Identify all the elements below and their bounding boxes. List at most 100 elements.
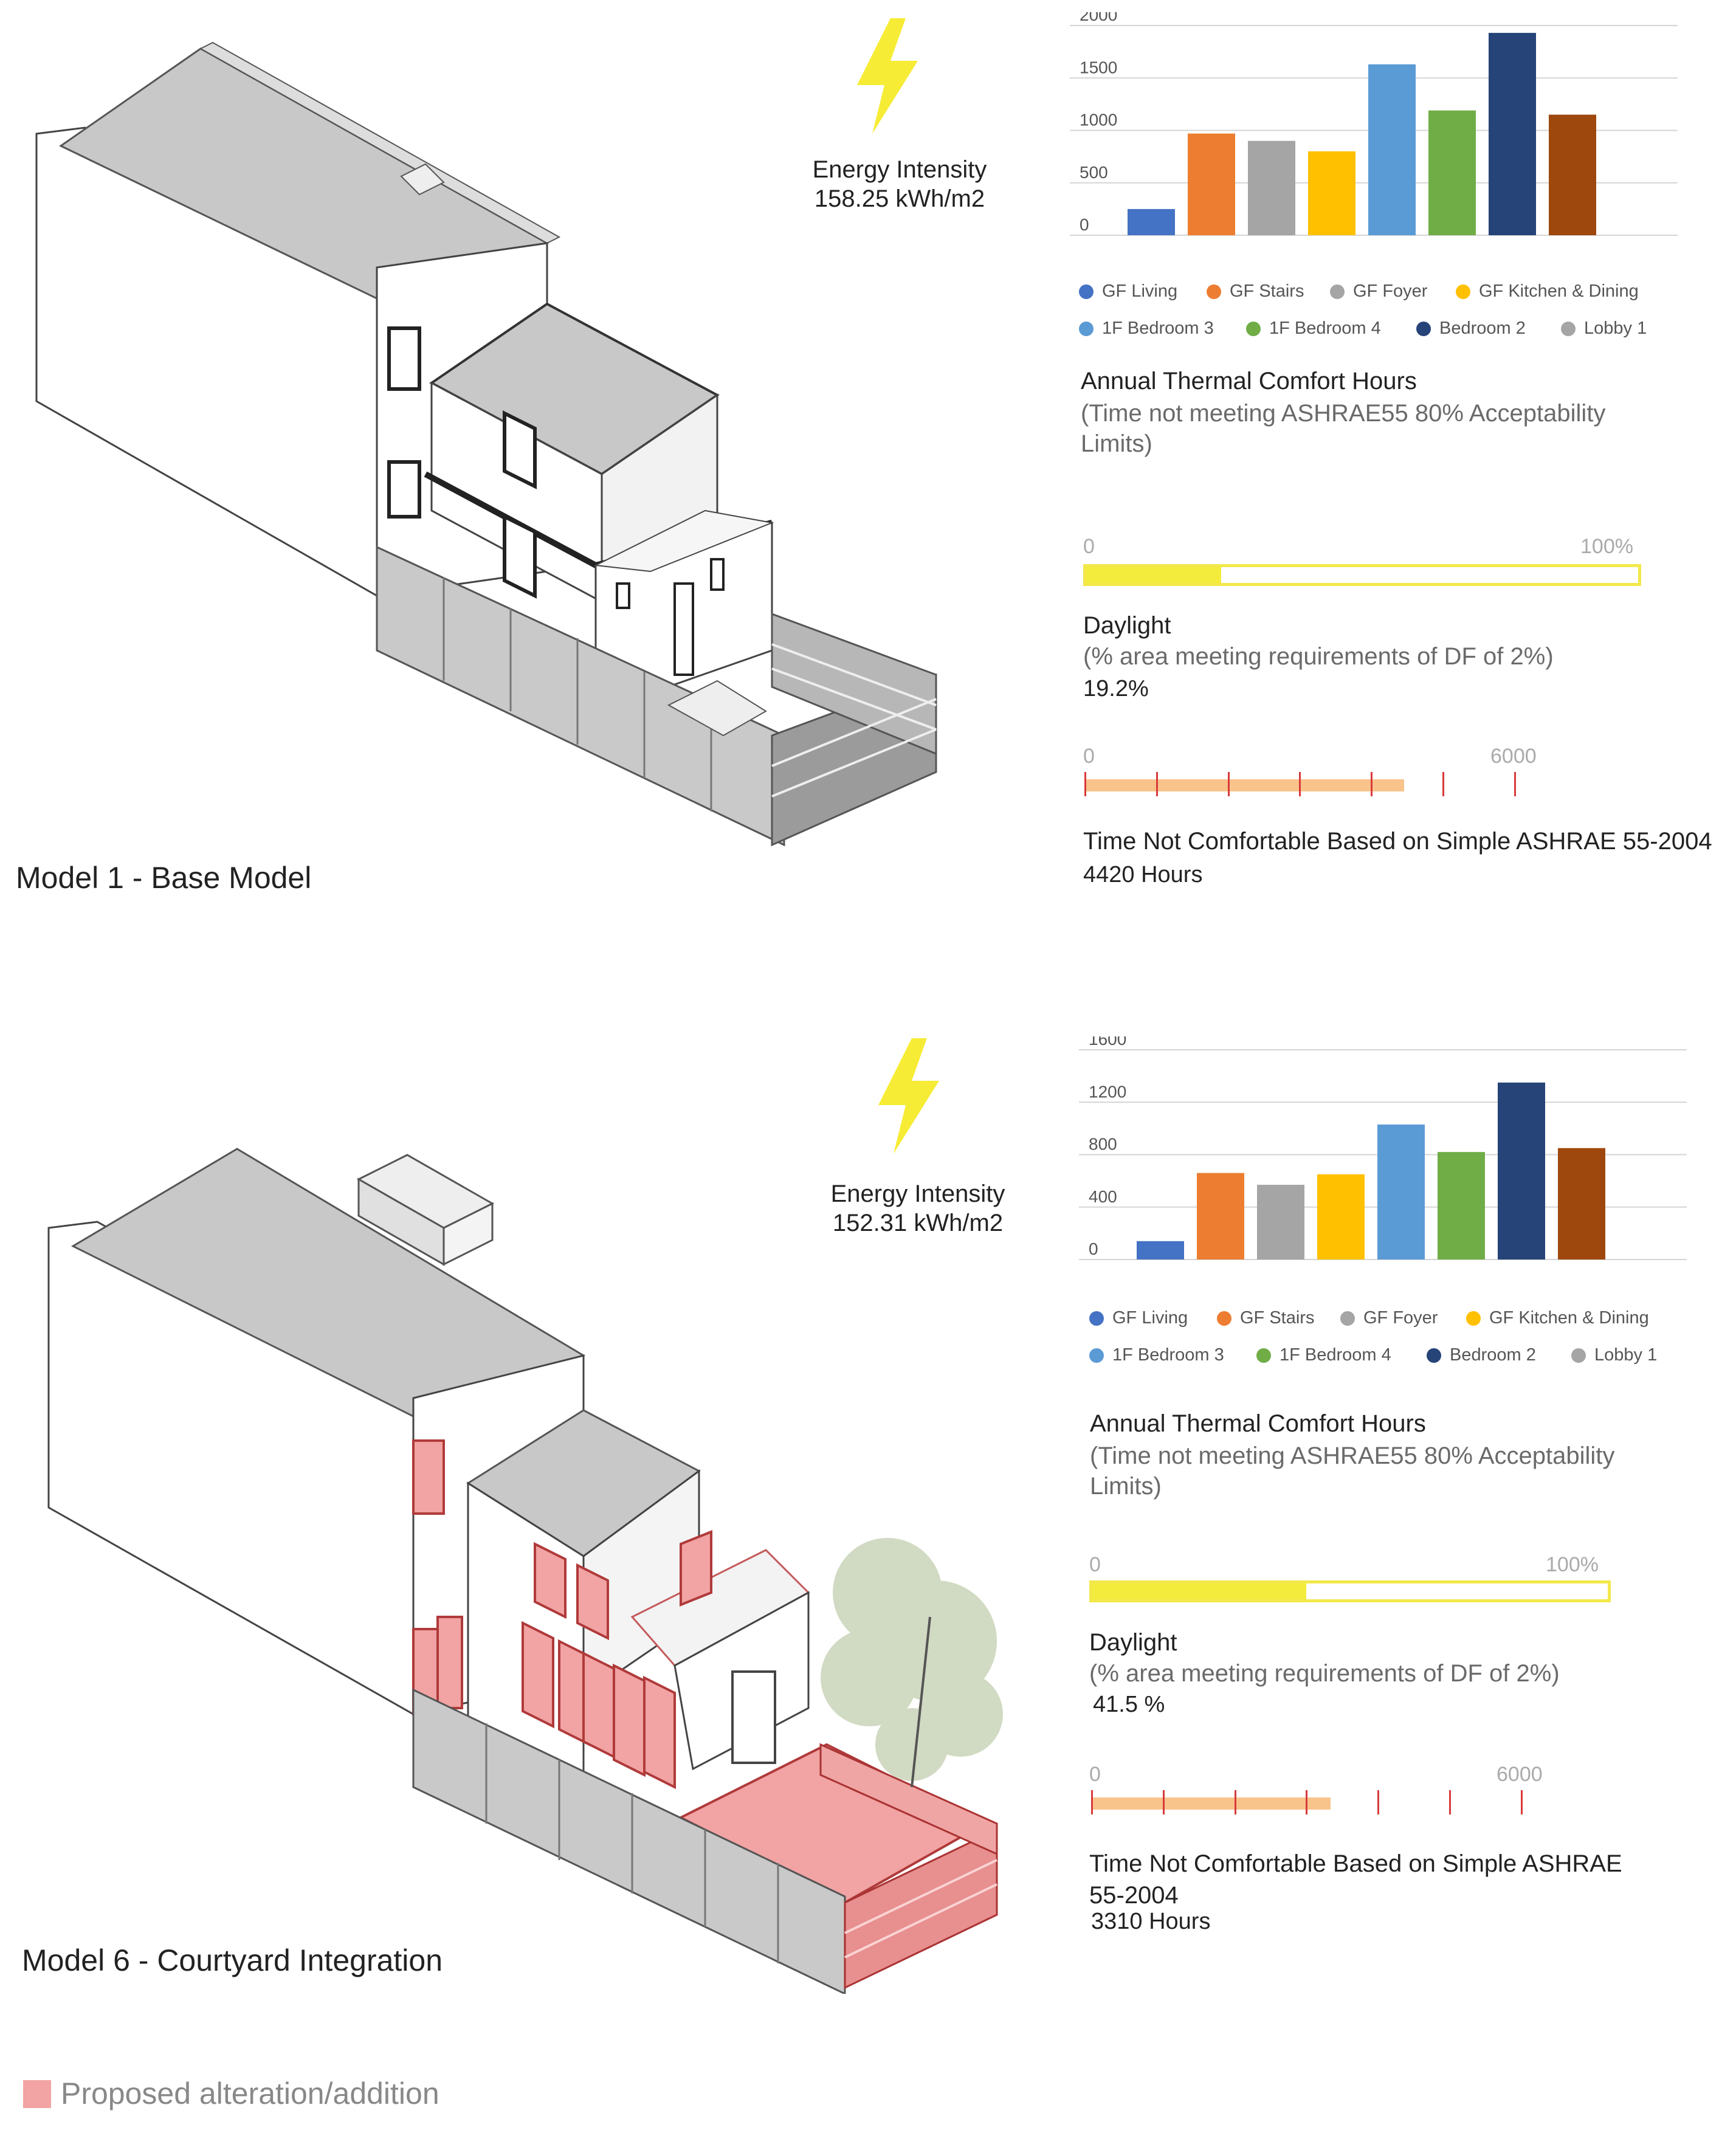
hours-tick [1234, 1790, 1236, 1814]
legend-swatch [1571, 1348, 1586, 1363]
legend-swatch [1330, 284, 1345, 299]
legend-item: 1F Bedroom 3 [1079, 319, 1214, 339]
bar-gf-foyer [1248, 140, 1295, 235]
lightning-bolt-icon [878, 1038, 939, 1154]
hours-scale-min: 0 [1083, 745, 1095, 768]
hours-scale-max: 6000 [1497, 1763, 1543, 1786]
legend-swatch [1427, 1348, 1441, 1363]
daylight-scale-min: 0 [1089, 1553, 1101, 1576]
comfort-subtitle-line: Limits) [1081, 430, 1152, 457]
y-tick-label: 800 [1089, 1135, 1117, 1154]
legend-swatch [1416, 321, 1431, 336]
legend-label: GF Living [1102, 281, 1178, 301]
alteration-legend-label: Proposed alteration/addition [61, 2076, 439, 2111]
legend-label: 1F Bedroom 3 [1112, 1345, 1224, 1365]
daylight-scale-min: 0 [1083, 535, 1095, 558]
bar-1f-bedroom-4 [1428, 110, 1476, 235]
y-tick-label: 1500 [1080, 58, 1117, 77]
bar-bedroom-2 [1498, 1082, 1545, 1259]
legend-item: Lobby 1 [1561, 319, 1647, 339]
hours-tick [1306, 1790, 1308, 1814]
legend-item: 1F Bedroom 3 [1089, 1345, 1224, 1365]
energy-intensity: Energy Intensity 152.31 kWh/m2 [808, 1179, 1027, 1238]
legend-item: GF Living [1089, 1308, 1188, 1328]
daylight-value: 19.2% [1083, 676, 1149, 701]
hours-value: 4420 Hours [1083, 862, 1203, 887]
hours-tick [1442, 772, 1445, 796]
hours-tick [1514, 772, 1516, 796]
bar-gf-foyer [1257, 1185, 1304, 1259]
legend-label: GF Kitchen & Dining [1479, 281, 1639, 301]
legend-swatch [1089, 1348, 1104, 1363]
hours-title-line: 55-2004 [1089, 1882, 1179, 1909]
daylight-scale-max: 100% [1580, 535, 1633, 558]
bar-gf-kitchen-dining [1308, 151, 1355, 235]
hours-tick [1091, 1790, 1093, 1814]
hours-title: Time Not Comfortable Based on Simple ASH… [1083, 828, 1712, 855]
legend-item: GF Stairs [1217, 1308, 1314, 1328]
legend-label: GF Foyer [1353, 281, 1428, 301]
hours-fill [1084, 779, 1404, 791]
legend-item: GF Foyer [1330, 281, 1427, 302]
y-tick-label: 1200 [1089, 1082, 1126, 1101]
hours-scale [1084, 772, 1518, 796]
hours-scale-min: 0 [1089, 1763, 1101, 1786]
daylight-progress-fill [1086, 567, 1222, 583]
model-title: Model 6 - Courtyard Integration [22, 1943, 443, 1977]
daylight-title: Daylight [1083, 612, 1171, 639]
comfort-subtitle: (Time not meeting ASHRAE55 80% Acceptabi… [1081, 398, 1605, 459]
legend-label: GF Stairs [1230, 281, 1304, 301]
legend-item: GF Living [1079, 281, 1177, 302]
room-energy-chart: 0 500 1000 1500 2000 [1070, 12, 1678, 236]
daylight-progress-bar [1089, 1580, 1611, 1602]
legend-swatch [1079, 284, 1094, 299]
legend-swatch [1561, 321, 1576, 336]
hours-tick [1162, 1790, 1165, 1814]
y-tick-label: 500 [1080, 163, 1108, 182]
energy-intensity-label: Energy Intensity [830, 1180, 1005, 1207]
hours-value: 3310 Hours [1091, 1909, 1211, 1934]
hours-scale [1091, 1790, 1525, 1814]
comfort-subtitle-line: (Time not meeting ASHRAE55 80% Acceptabi… [1090, 1442, 1615, 1469]
legend-swatch [1079, 321, 1094, 336]
comfort-title: Annual Thermal Comfort Hours [1090, 1410, 1426, 1437]
legend-label: GF Living [1112, 1308, 1188, 1328]
hours-tick [1156, 772, 1158, 796]
hours-tick [1371, 772, 1373, 796]
legend-item: 1F Bedroom 4 [1256, 1345, 1391, 1365]
y-tick-label: 400 [1089, 1187, 1117, 1206]
legend-label: GF Foyer [1363, 1308, 1438, 1328]
y-tick-label: 0 [1089, 1239, 1098, 1258]
legend-item: GF Foyer [1340, 1308, 1438, 1328]
hours-title-line: Time Not Comfortable Based on Simple ASH… [1089, 1850, 1622, 1877]
legend-label: Bedroom 2 [1450, 1345, 1536, 1365]
bar-lobby-1 [1558, 1148, 1605, 1259]
comfort-subtitle-line: (Time not meeting ASHRAE55 80% Acceptabi… [1081, 400, 1606, 427]
bar-gf-stairs [1188, 133, 1235, 235]
bar-gf-living [1128, 208, 1175, 235]
legend-swatch [1456, 284, 1470, 299]
energy-intensity: Energy Intensity 158.25 kWh/m2 [790, 155, 1009, 213]
bar-gf-kitchen-dining [1317, 1174, 1365, 1259]
daylight-title: Daylight [1089, 1629, 1177, 1656]
lightning-bolt-icon [857, 18, 918, 134]
legend-item: 1F Bedroom 4 [1246, 319, 1381, 339]
energy-intensity-value: 152.31 kWh/m2 [832, 1210, 1004, 1236]
bar-bedroom-2 [1489, 33, 1536, 235]
daylight-progress-bar [1083, 564, 1641, 586]
legend-label: GF Stairs [1240, 1308, 1315, 1328]
legend-label: 1F Bedroom 4 [1269, 319, 1381, 338]
hours-tick [1227, 772, 1230, 796]
legend-item: Bedroom 2 [1416, 319, 1526, 339]
comfort-subtitle: (Time not meeting ASHRAE55 80% Acceptabi… [1090, 1441, 1614, 1501]
bar-1f-bedroom-3 [1377, 1124, 1425, 1259]
hours-title: Time Not Comfortable Based on Simple ASH… [1089, 1848, 1622, 1911]
hours-tick [1299, 772, 1301, 796]
legend-swatch [1246, 321, 1261, 336]
alteration-legend-swatch [23, 2080, 51, 2108]
legend-label: Lobby 1 [1594, 1345, 1658, 1365]
legend-label: 1F Bedroom 3 [1102, 319, 1214, 338]
bar-gf-stairs [1197, 1173, 1244, 1259]
hours-tick [1084, 772, 1086, 796]
daylight-scale-max: 100% [1546, 1553, 1599, 1576]
